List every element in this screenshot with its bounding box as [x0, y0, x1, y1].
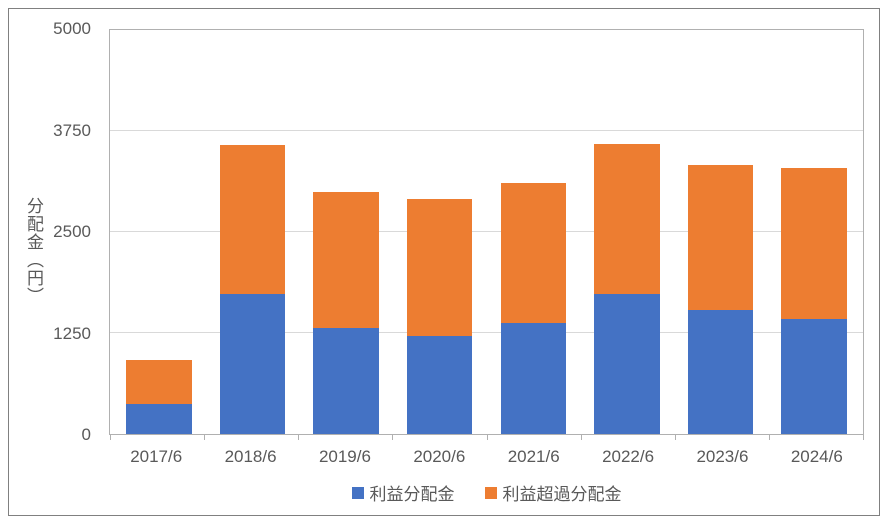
y-axis-labels: 01250250037505000 [9, 29, 99, 435]
x-tick-label: 2019/6 [298, 447, 392, 467]
bar-segment [126, 360, 192, 404]
bar-group [767, 30, 861, 434]
x-tick [204, 434, 205, 440]
bar-segment [688, 165, 754, 310]
bar-segment [781, 168, 847, 320]
bar-stack [220, 92, 286, 434]
x-tick-label: 2023/6 [675, 447, 769, 467]
x-tick-label: 2020/6 [392, 447, 486, 467]
legend-label: 利益超過分配金 [503, 480, 622, 505]
x-tick [487, 434, 488, 440]
x-axis-labels: 2017/62018/62019/62020/62021/62022/62023… [109, 447, 864, 467]
bar-stack [594, 91, 660, 434]
x-tick [675, 434, 676, 440]
bar-group [112, 30, 206, 434]
bar-stack [126, 261, 192, 434]
bar-segment [501, 323, 567, 434]
x-tick-label: 2021/6 [487, 447, 581, 467]
y-tick-label: 5000 [53, 19, 91, 39]
x-tick [392, 434, 393, 440]
bar-group [393, 30, 487, 434]
bar-segment [501, 183, 567, 323]
x-tick-label: 2017/6 [109, 447, 203, 467]
legend-label: 利益分配金 [370, 480, 455, 505]
bar-stack [407, 126, 473, 434]
chart-container: 分配金（円） 01250250037505000 2017/62018/6201… [8, 8, 880, 516]
bar-segment [407, 199, 473, 335]
bar-stack [781, 106, 847, 434]
y-tick-label: 0 [82, 425, 91, 445]
bar-segment [126, 404, 192, 434]
y-tick-label: 1250 [53, 324, 91, 344]
bar-group [206, 30, 300, 434]
bar-segment [313, 328, 379, 434]
bar-group [299, 30, 393, 434]
bar-stack [688, 104, 754, 434]
bar-segment [594, 294, 660, 434]
x-tick-label: 2022/6 [581, 447, 675, 467]
x-tick [110, 434, 111, 440]
bar-stack [501, 116, 567, 434]
x-tick-label: 2018/6 [203, 447, 297, 467]
bar-segment [781, 319, 847, 434]
x-tick [863, 434, 864, 440]
bars-area [110, 30, 863, 434]
x-tick [581, 434, 582, 440]
y-tick-label: 3750 [53, 121, 91, 141]
bar-group [674, 30, 768, 434]
plot-area [109, 29, 864, 435]
bar-segment [688, 310, 754, 434]
legend-item: 利益超過分配金 [485, 480, 622, 505]
bar-group [580, 30, 674, 434]
bar-segment [220, 294, 286, 434]
legend: 利益分配金 利益超過分配金 [109, 480, 864, 505]
y-tick-label: 2500 [53, 222, 91, 242]
legend-swatch [485, 487, 497, 499]
bar-segment [220, 145, 286, 294]
x-tick [769, 434, 770, 440]
x-tick-label: 2024/6 [770, 447, 864, 467]
x-tick [298, 434, 299, 440]
bar-stack [313, 121, 379, 434]
legend-item: 利益分配金 [352, 480, 455, 505]
bar-segment [313, 192, 379, 328]
legend-swatch [352, 487, 364, 499]
bar-group [487, 30, 581, 434]
bar-segment [594, 144, 660, 294]
bar-segment [407, 336, 473, 435]
